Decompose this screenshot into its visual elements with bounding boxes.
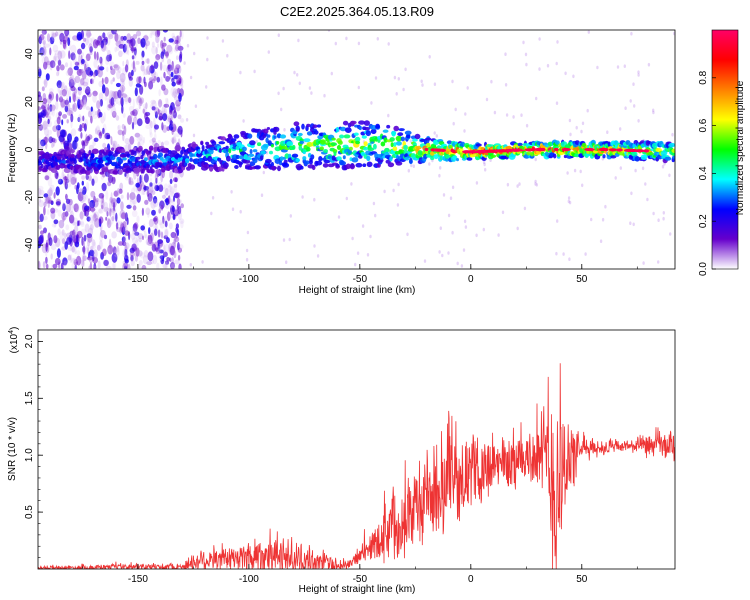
spectrogram-x-tick-label: -100 [239,274,259,285]
snr-x-tick-label: -100 [239,574,259,585]
snr-y-label: SNR (10 * v/v) [7,417,18,481]
snr-x-tick-label: -50 [353,574,368,585]
snr-y-tick-label: 0.5 [24,505,35,519]
snr-x-tick-label: 0 [468,574,474,585]
spectrogram-axes: -150 -100 -50 0 50 -40 -20 0 20 40 [24,29,676,285]
snr-y-scale-label: (x104) [8,327,20,354]
spectrogram-x-tick-label: -150 [128,274,148,285]
colorbar-ticks: 0.0 0.2 0.4 0.6 0.8 [698,70,716,276]
colorbar-tick-label: 0.2 [698,214,709,228]
snr-series [38,363,675,569]
spectrogram-y-tick-label: 20 [24,96,35,108]
snr-x-tick-label: 50 [576,574,588,585]
spectrogram-x-tick-label: 50 [576,274,588,285]
colorbar-tick-label: 0.8 [698,70,709,84]
snr-y-tick-label: 2.0 [24,334,35,348]
spectrogram-y-label: Frequency (Hz) [7,114,18,183]
snr-x-label: Height of straight line (km) [299,584,416,595]
snr-x-tick-label: -150 [128,574,148,585]
snr-panel: -150 -100 -50 0 50 0.5 1.0 1.5 2.0 Height of str… [7,327,676,595]
snr-frame [37,329,676,570]
spectrogram-y-tick-label: -20 [24,190,35,205]
spectrogram-heatmap [38,30,675,269]
spectrogram-x-tick-label: -50 [353,274,368,285]
colorbar-tick-label: 0.4 [698,166,709,180]
chart-title: C2E2.2025.364.05.13.R09 [280,4,434,19]
spectrogram-panel: -150 -100 -50 0 50 -40 -20 0 20 40 Height of stra… [7,29,676,296]
spectrogram-cells [38,30,675,269]
snr-y-tick-label: 1.0 [24,448,35,462]
colorbar-tick-label: 0.0 [698,262,709,276]
colorbar-gradient [711,29,739,270]
snr-axes: -150 -100 -50 0 50 0.5 1.0 1.5 2.0 [24,329,676,585]
spectrogram-y-tick-label: 40 [24,48,35,60]
spectrogram-y-tick-label: 0 [24,146,35,152]
spectrogram-x-tick-label: 0 [468,274,474,285]
spectrogram-x-label: Height of straight line (km) [299,285,416,296]
snr-line [38,363,675,569]
colorbar: 0.0 0.2 0.4 0.6 0.8 Normalized spectral ampl… [698,29,746,276]
colorbar-tick-label: 0.6 [698,118,709,132]
spectrogram-y-tick-label: -40 [24,237,35,252]
snr-y-tick-label: 1.5 [24,391,35,405]
colorbar-label: Normalized spectral amplitude [735,80,746,215]
